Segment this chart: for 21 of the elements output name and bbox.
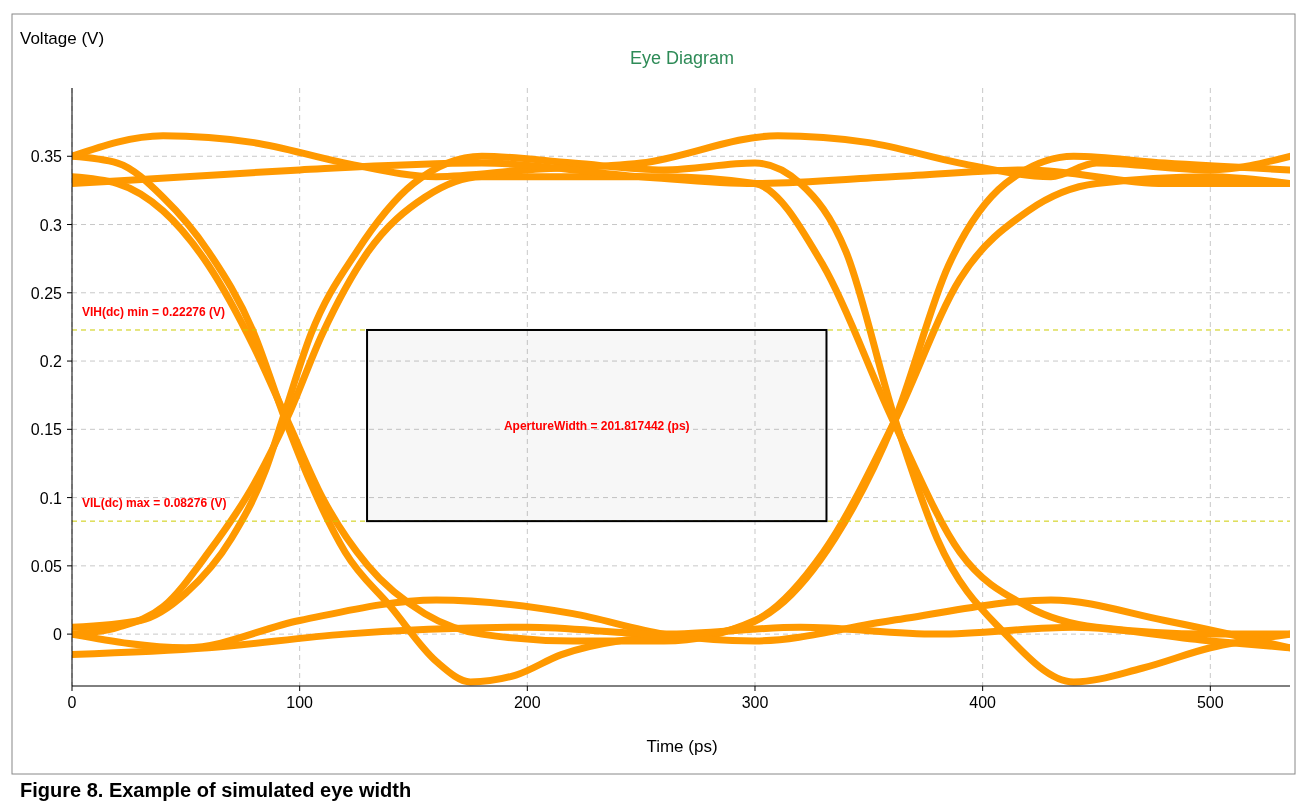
- x-tick-label: 200: [513, 694, 541, 711]
- x-tick-label: 100: [286, 694, 314, 711]
- ref-line-label: VIL(dc) max = 0.08276 (V): [82, 496, 227, 511]
- y-tick-label: 0.25: [30, 284, 63, 302]
- y-tick-label: 0: [53, 626, 63, 644]
- y-tick-label: 0.05: [30, 557, 63, 575]
- y-tick-label: 0.15: [30, 421, 63, 439]
- y-tick-label: 0.1: [39, 489, 63, 507]
- band-label: ApertureWidth = 201.817442 (ps): [503, 418, 690, 433]
- x-tick-label: 300: [741, 694, 769, 711]
- y-tick-label: 0.35: [30, 148, 63, 166]
- x-tick-label: 0: [67, 694, 77, 711]
- ref-line-label: VIH(dc) min = 0.22276 (V): [82, 304, 226, 319]
- x-tick-label: 500: [1196, 694, 1224, 711]
- y-tick-label: 0.2: [39, 353, 63, 371]
- x-tick-label: 400: [969, 694, 997, 711]
- x-axis-title: Time (ps): [646, 737, 718, 756]
- caption: Figure 8. Example of simulated eye width: [20, 779, 412, 801]
- y-tick-label: 0.3: [39, 216, 63, 234]
- chart-title: Eye Diagram: [629, 48, 735, 68]
- y-axis-title: Voltage (V): [20, 29, 105, 48]
